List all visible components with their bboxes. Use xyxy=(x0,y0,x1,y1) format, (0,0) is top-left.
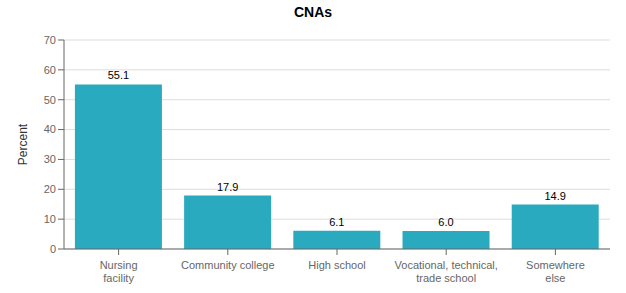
svg-text:0: 0 xyxy=(50,243,56,255)
svg-text:Vocational, technical,trade sc: Vocational, technical,trade school xyxy=(395,259,498,284)
svg-text:6.0: 6.0 xyxy=(438,216,453,228)
svg-text:High school: High school xyxy=(308,259,365,271)
svg-text:Nursingfacility: Nursingfacility xyxy=(100,259,138,284)
svg-text:10: 10 xyxy=(44,213,56,225)
svg-text:14.9: 14.9 xyxy=(545,190,566,202)
svg-text:6.1: 6.1 xyxy=(329,216,344,228)
svg-text:70: 70 xyxy=(44,34,56,46)
svg-text:30: 30 xyxy=(44,153,56,165)
svg-text:40: 40 xyxy=(44,123,56,135)
html-text:CNAs: CNAs xyxy=(293,4,333,20)
svg-text:20: 20 xyxy=(44,183,56,195)
svg-text:Community college: Community college xyxy=(181,259,275,271)
svg-text:17.9: 17.9 xyxy=(217,181,238,193)
svg-text:50: 50 xyxy=(44,94,56,106)
svg-text:Somewhereelse: Somewhereelse xyxy=(526,259,585,284)
svg-text:Percent: Percent xyxy=(16,123,30,165)
svg-text:55.1: 55.1 xyxy=(108,69,129,81)
svg-text:60: 60 xyxy=(44,64,56,76)
